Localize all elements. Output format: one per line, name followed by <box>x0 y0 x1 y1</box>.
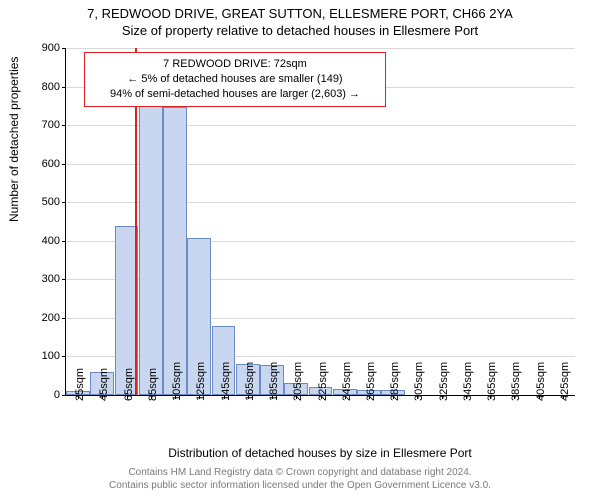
y-tick-mark <box>62 164 66 165</box>
info-box-line3: 94% of semi-detached houses are larger (… <box>93 87 377 102</box>
info-box: 7 REDWOOD DRIVE: 72sqm← 5% of detached h… <box>84 52 386 107</box>
x-tick-label: 85sqm <box>147 368 159 401</box>
x-tick-label: 365sqm <box>486 362 498 401</box>
y-tick-mark <box>62 241 66 242</box>
chart-title-line2: Size of property relative to detached ho… <box>0 21 600 38</box>
x-tick-label: 125sqm <box>195 362 207 401</box>
x-tick-label: 185sqm <box>268 362 280 401</box>
y-tick-mark <box>62 202 66 203</box>
y-tick-label: 700 <box>42 119 60 131</box>
y-tick-label: 300 <box>42 273 60 285</box>
x-tick-label: 145sqm <box>220 362 232 401</box>
y-tick-label: 500 <box>42 196 60 208</box>
histogram-bar <box>163 107 187 395</box>
y-tick-mark <box>62 125 66 126</box>
y-tick-mark <box>62 395 66 396</box>
y-tick-label: 0 <box>54 389 60 401</box>
x-tick-label: 65sqm <box>123 368 135 401</box>
x-tick-label: 245sqm <box>341 362 353 401</box>
x-tick-label: 305sqm <box>413 362 425 401</box>
y-tick-mark <box>62 87 66 88</box>
footer-attribution: Contains HM Land Registry data © Crown c… <box>0 466 600 492</box>
x-tick-label: 285sqm <box>389 362 401 401</box>
x-tick-label: 165sqm <box>244 362 256 401</box>
x-tick-label: 225sqm <box>317 362 329 401</box>
footer-line2: Contains public sector information licen… <box>0 479 600 492</box>
x-tick-label: 325sqm <box>438 362 450 401</box>
y-tick-mark <box>62 356 66 357</box>
y-tick-label: 900 <box>42 42 60 54</box>
x-tick-label: 425sqm <box>559 362 571 401</box>
y-tick-mark <box>62 48 66 49</box>
y-tick-label: 100 <box>42 350 60 362</box>
y-tick-label: 800 <box>42 81 60 93</box>
y-tick-label: 200 <box>42 312 60 324</box>
y-tick-label: 400 <box>42 235 60 247</box>
x-tick-label: 25sqm <box>74 368 86 401</box>
y-tick-label: 600 <box>42 158 60 170</box>
footer-line1: Contains HM Land Registry data © Crown c… <box>0 466 600 479</box>
x-tick-label: 405sqm <box>535 362 547 401</box>
x-tick-label: 345sqm <box>462 362 474 401</box>
chart-container: 7, REDWOOD DRIVE, GREAT SUTTON, ELLESMER… <box>0 0 600 500</box>
x-tick-label: 105sqm <box>171 362 183 401</box>
x-tick-label: 265sqm <box>365 362 377 401</box>
x-tick-label: 385sqm <box>510 362 522 401</box>
info-box-line1: 7 REDWOOD DRIVE: 72sqm <box>93 57 377 72</box>
histogram-bar <box>139 106 163 395</box>
y-axis-label: Number of detached properties <box>7 57 21 222</box>
grid-line <box>66 48 575 49</box>
chart-title-line1: 7, REDWOOD DRIVE, GREAT SUTTON, ELLESMER… <box>0 0 600 21</box>
info-box-line2: ← 5% of detached houses are smaller (149… <box>93 72 377 87</box>
y-tick-mark <box>62 318 66 319</box>
x-tick-label: 45sqm <box>98 368 110 401</box>
y-tick-mark <box>62 279 66 280</box>
x-tick-label: 205sqm <box>292 362 304 401</box>
plot-area: 010020030040050060070080090025sqm45sqm65… <box>65 48 575 396</box>
x-axis-label: Distribution of detached houses by size … <box>65 446 575 460</box>
